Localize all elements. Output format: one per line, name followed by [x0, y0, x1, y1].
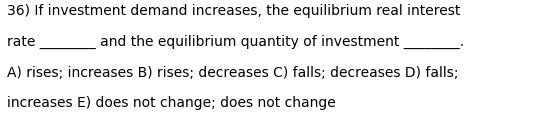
- Text: increases E) does not change; does not change: increases E) does not change; does not c…: [7, 96, 335, 110]
- Text: A) rises; increases B) rises; decreases C) falls; decreases D) falls;: A) rises; increases B) rises; decreases …: [7, 66, 458, 80]
- Text: 36) If investment demand increases, the equilibrium real interest: 36) If investment demand increases, the …: [7, 4, 460, 18]
- Text: rate ________ and the equilibrium quantity of investment ________.: rate ________ and the equilibrium quanti…: [7, 35, 464, 49]
